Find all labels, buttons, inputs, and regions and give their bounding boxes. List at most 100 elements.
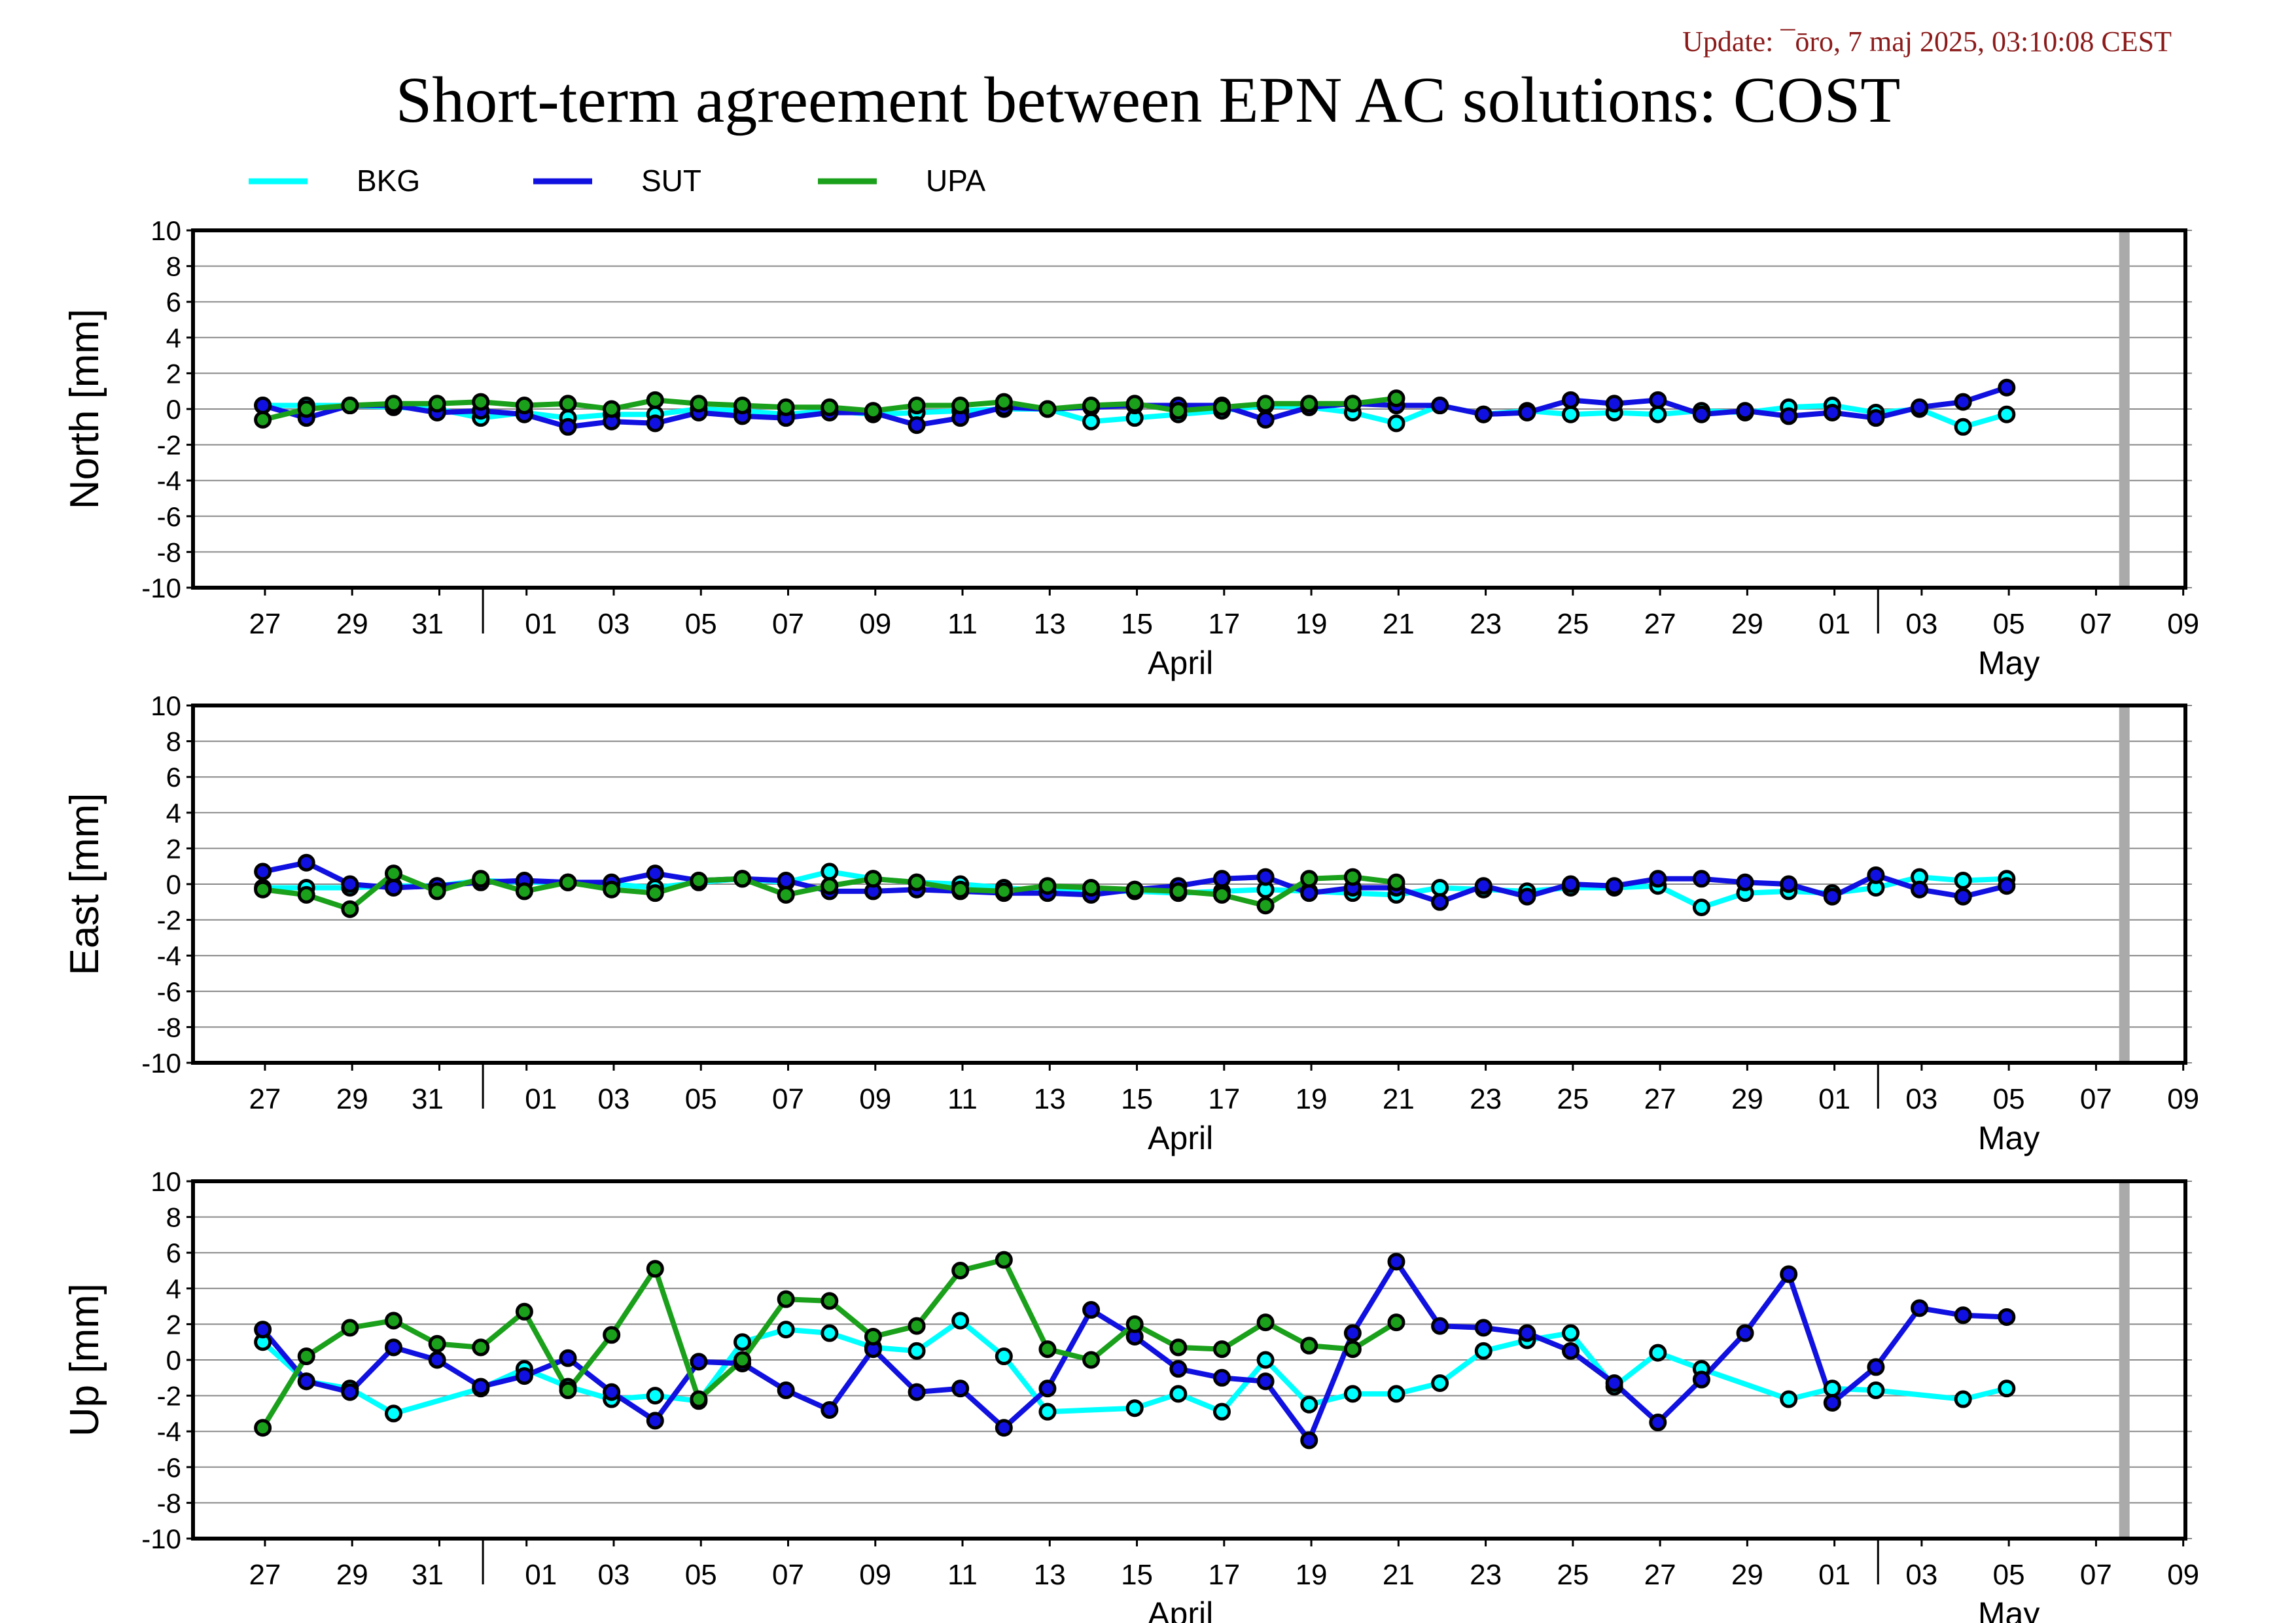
panel2-point-upa [821,877,839,895]
panel1-point-sut [1256,410,1275,429]
panel2-frame [191,704,2187,1065]
panel1-point-upa [1387,389,1405,408]
panel1-xtick-label: 19 [1296,608,1328,640]
panel3-point-sut [254,1321,272,1339]
panel1-point-sut [1518,403,1536,421]
panel1-xtick-label: 05 [1993,608,2025,640]
panel2-xtick-label: 03 [1905,1083,1937,1115]
panel3-point-bkg [1998,1380,2016,1398]
panel3-xtick-label: 09 [859,1559,891,1591]
panel3-point-bkg [1256,1351,1275,1369]
panel2-point-sut [1256,868,1275,886]
panel2-xtick-label: 31 [412,1083,444,1115]
panel2-point-sut [646,865,664,883]
panel3-point-bkg [777,1321,795,1339]
panel3-xtick-label: 19 [1296,1559,1328,1591]
panel3-point-upa [297,1347,315,1366]
panel2-point-upa [1082,878,1101,897]
panel2-point-upa [777,885,795,904]
panel1-point-sut [1431,397,1449,415]
panel3-ytick-label: 2 [166,1309,181,1340]
panel3-month-label: May [1978,1596,2040,1623]
panel2-ytick-label: 6 [166,762,181,793]
panel3-xtick-label: 05 [1993,1559,2025,1591]
panel3-xtick-label: 21 [1383,1559,1415,1591]
panel1-ytick-label: 4 [166,323,181,353]
panel1-ytick-label: 10 [150,215,181,246]
panel3-xtick-label: 05 [685,1559,717,1591]
update-timestamp: Update: ¯ōro, 7 maj 2025, 03:10:08 CEST [1682,26,2172,58]
panel2-point-upa [384,865,402,883]
panel1-xtick-label: 07 [772,608,804,640]
panel3-xtick-label: 01 [525,1559,557,1591]
panel3-point-sut [515,1367,533,1385]
panel2-xtick-label: 13 [1034,1083,1066,1115]
panel3-point-sut [297,1372,315,1391]
panel2-point-upa [951,880,970,899]
panel3-ytick-label: -2 [157,1381,181,1412]
panel1-point-upa [603,400,621,418]
panel3-point-upa [341,1319,359,1337]
panel2-point-sut [1823,887,1841,906]
panel2-point-upa [472,870,490,888]
panel2-point-sut [1474,877,1492,895]
panel3-point-sut [646,1412,664,1430]
panel1-xtick-label: 13 [1034,608,1066,640]
panel2-ytick-label: 2 [166,833,181,864]
panel3-point-bkg [1300,1395,1318,1414]
panel2-ytick-label: -8 [157,1012,181,1043]
panel1-point-upa [384,395,402,413]
panel3-xtick-label: 17 [1208,1559,1240,1591]
panel3-point-sut [1562,1342,1580,1360]
panel2-ytick-label: 4 [166,798,181,829]
panel3-frame [191,1179,2187,1541]
panel3-point-bkg [1038,1402,1057,1421]
panel3-point-upa [1300,1336,1318,1355]
panel3-point-upa [1256,1313,1275,1332]
panel1-point-upa [951,397,970,415]
panel3-point-upa [472,1338,490,1357]
panel3-point-upa [1125,1315,1144,1333]
panel2-xtick-label: 29 [1731,1083,1763,1115]
panel2-point-sut [777,872,795,890]
panel2-xtick-label: 21 [1383,1083,1415,1115]
panel2-ytick-label: -2 [157,905,181,936]
panel3-point-upa [864,1328,882,1346]
panel1-ylabel: North [mm] [62,309,107,510]
panel2-xtick-label: 29 [336,1083,368,1115]
panel2-point-upa [864,870,882,888]
panel3-point-sut [1169,1360,1188,1378]
panel3-point-bkg [384,1404,402,1423]
panel1-point-upa [995,393,1013,411]
panel1-point-sut [646,414,664,433]
panel3-point-sut [908,1383,926,1401]
panel2-point-upa [254,880,272,899]
panel1-point-bkg [1082,412,1101,431]
panel3-point-sut [1998,1308,2016,1326]
panel1-point-sut [559,418,577,436]
panel3-point-bkg [1649,1344,1667,1362]
panel2-point-sut [1212,870,1231,888]
legend-label-upa: UPA [926,164,985,198]
panel1-xtick-label: 17 [1208,608,1240,640]
panel1-point-upa [1343,395,1362,413]
panel3-xtick-label: 15 [1121,1559,1153,1591]
panel2-month-label: April [1148,1120,1213,1156]
panel1-point-sut [1998,378,2016,397]
panel2-point-upa [646,884,664,902]
panel2-ytick-label: 10 [150,690,181,721]
panel3-point-sut [341,1383,359,1401]
panel3-xtick-label: 09 [2167,1559,2199,1591]
panel2-point-sut [1998,877,2016,895]
panel2-xtick-label: 23 [1470,1083,1502,1115]
panel1-point-upa [559,395,577,413]
panel2-xtick-label: 27 [249,1083,281,1115]
panel1-point-sut [908,416,926,435]
panel3-point-bkg [1431,1374,1449,1392]
panel1-point-bkg [1998,405,2016,423]
panel2-point-bkg [1954,872,1972,890]
panel1-point-upa [254,410,272,429]
panel3-xtick-label: 29 [336,1559,368,1591]
panel2-point-sut [297,853,315,872]
